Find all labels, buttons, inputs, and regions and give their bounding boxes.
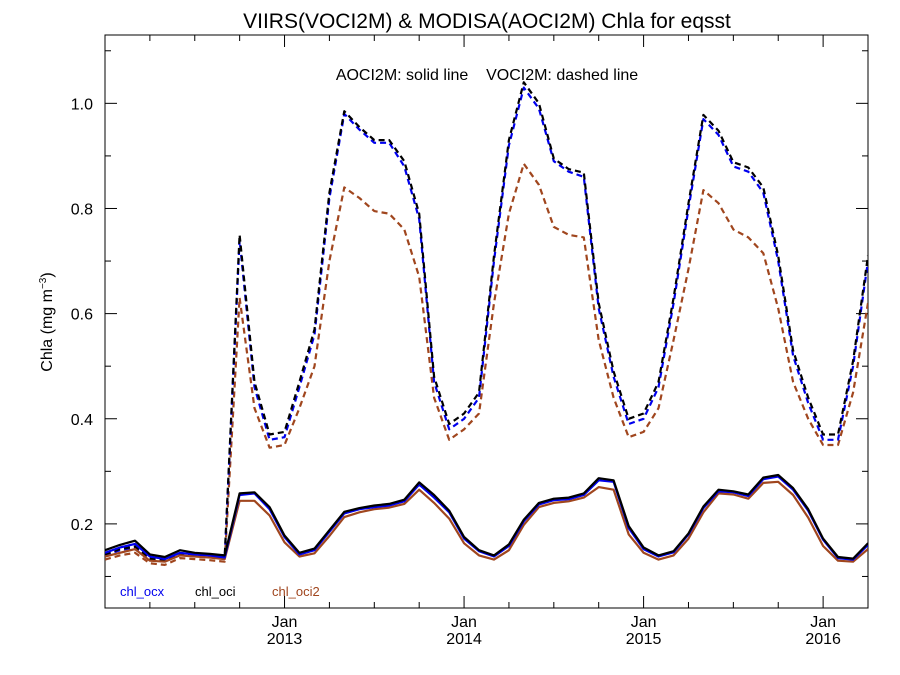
- series-chl_oci2-solid: [105, 480, 868, 563]
- y-tick-label: 0.8: [71, 201, 93, 218]
- legend-chl_oci2: chl_oci2: [272, 584, 320, 599]
- x-tick-year-label: 2013: [267, 631, 303, 648]
- x-tick-year-label: 2015: [626, 631, 662, 648]
- y-axis-label: Chla (mg m−3): [38, 272, 56, 371]
- y-tick-label: 0.6: [71, 307, 93, 324]
- series-lines: [105, 81, 868, 567]
- y-tick-label: 1.0: [71, 96, 93, 113]
- x-tick-month-label: Jan: [810, 614, 836, 631]
- plot-frame: [104, 34, 869, 609]
- y-tick-label: 0.2: [71, 517, 93, 534]
- chart-title: VIIRS(VOCI2M) & MODISA(AOCI2M) Chla for …: [243, 10, 731, 33]
- y-axis-label-close: ): [39, 272, 56, 277]
- axis-ticks: 0.20.40.60.81.0Jan2013Jan2014Jan2015Jan2…: [71, 35, 868, 648]
- y-tick-label: 0.4: [71, 412, 93, 429]
- x-tick-year-label: 2014: [446, 631, 482, 648]
- chart-annotation: AOCI2M: solid line VOCI2M: dashed line: [336, 67, 638, 84]
- series-chl_oci-solid: [105, 473, 868, 560]
- legend-chl_ocx: chl_ocx: [120, 584, 165, 599]
- y-axis-label-superscript: −3: [38, 277, 49, 289]
- x-tick-year-label: 2016: [805, 631, 841, 648]
- y-axis-label-text: Chla (mg m: [39, 289, 56, 372]
- legend-chl_oci: chl_oci: [195, 584, 236, 599]
- series-chl_oci2-dashed: [105, 162, 868, 567]
- legend: chl_ocx chl_oci chl_oci2: [120, 584, 320, 599]
- x-tick-month-label: Jan: [631, 614, 657, 631]
- x-tick-month-label: Jan: [272, 614, 298, 631]
- x-tick-month-label: Jan: [451, 614, 477, 631]
